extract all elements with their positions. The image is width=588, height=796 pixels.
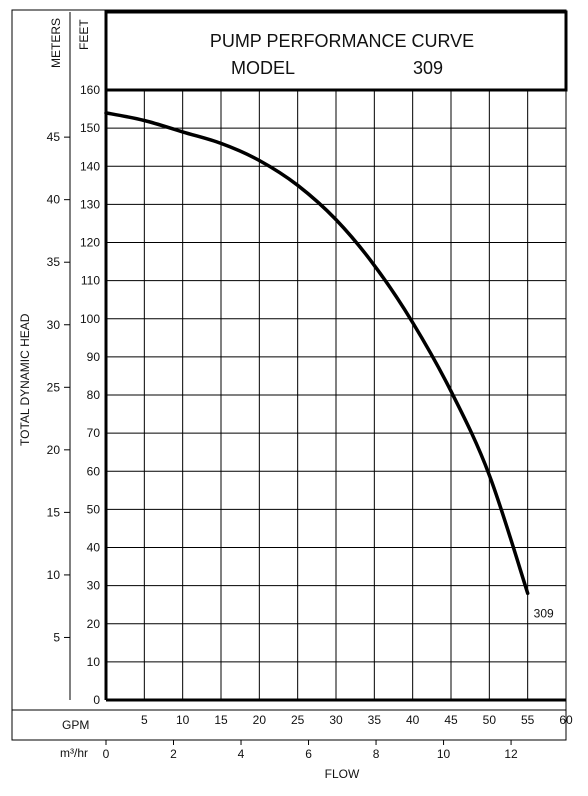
m3hr-tick-label: 12 [504,747,518,761]
gpm-tick-label: 5 [141,713,148,727]
feet-tick-label: 30 [87,579,101,593]
m3hr-tick-label: 8 [373,747,380,761]
feet-tick-label: 100 [80,312,100,326]
feet-tick-label: 160 [80,83,100,97]
chart-title: PUMP PERFORMANCE CURVE [210,31,474,51]
meter-tick-label: 40 [47,193,61,207]
gpm-tick-label: 50 [483,713,497,727]
feet-tick-label: 120 [80,236,100,250]
meter-tick-label: 15 [47,505,61,519]
x-axis-label: FLOW [325,767,360,781]
m3hr-unit-label: m³/hr [60,746,88,760]
feet-tick-label: 0 [93,693,100,707]
m3hr-tick-label: 0 [103,747,110,761]
m3hr-tick-label: 10 [437,747,451,761]
feet-tick-label: 130 [80,197,100,211]
feet-tick-label: 90 [87,350,101,364]
feet-tick-label: 80 [87,388,101,402]
meter-tick-label: 45 [47,130,61,144]
model-number: 309 [413,58,443,78]
feet-tick-label: 70 [87,426,101,440]
m3hr-tick-label: 4 [238,747,245,761]
meter-tick-label: 10 [47,568,61,582]
y-axis-label: TOTAL DYNAMIC HEAD [18,313,32,446]
meter-tick-label: 35 [47,255,61,269]
tick-labels: 0102030405060708090100110120130140150160… [47,83,573,761]
chart-frame [11,9,568,741]
meters-unit-label: METERS [49,18,63,68]
feet-tick-label: 60 [87,464,101,478]
gpm-tick-label: 30 [329,713,343,727]
meter-tick-label: 20 [47,443,61,457]
model-label: MODEL [231,58,295,78]
feet-tick-label: 10 [87,655,101,669]
gpm-unit-label: GPM [62,718,89,732]
gpm-tick-label: 20 [253,713,267,727]
feet-tick-label: 40 [87,541,101,555]
feet-tick-label: 20 [87,617,101,631]
series-lines: 309 [104,111,554,620]
m3hr-tick-label: 2 [170,747,177,761]
meter-tick-label: 25 [47,380,61,394]
meter-tick-label: 30 [47,318,61,332]
gpm-tick-label: 10 [176,713,190,727]
feet-unit-label: FEET [77,19,91,50]
gpm-tick-label: 60 [559,713,573,727]
gpm-tick-label: 45 [444,713,458,727]
m3hr-tick-label: 6 [305,747,312,761]
gpm-tick-label: 35 [368,713,382,727]
feet-tick-label: 110 [81,274,100,288]
feet-tick-label: 50 [87,502,101,516]
gpm-tick-label: 40 [406,713,420,727]
feet-tick-label: 140 [80,159,100,173]
title-box [104,10,568,92]
gpm-tick-label: 25 [291,713,305,727]
series-label-309: 309 [534,606,554,620]
series-line-309 [104,111,530,596]
gpm-tick-label: 15 [214,713,228,727]
gpm-tick-label: 55 [521,713,535,727]
grid-lines [106,89,567,701]
meter-tick-label: 5 [53,630,60,644]
feet-tick-label: 150 [80,121,100,135]
